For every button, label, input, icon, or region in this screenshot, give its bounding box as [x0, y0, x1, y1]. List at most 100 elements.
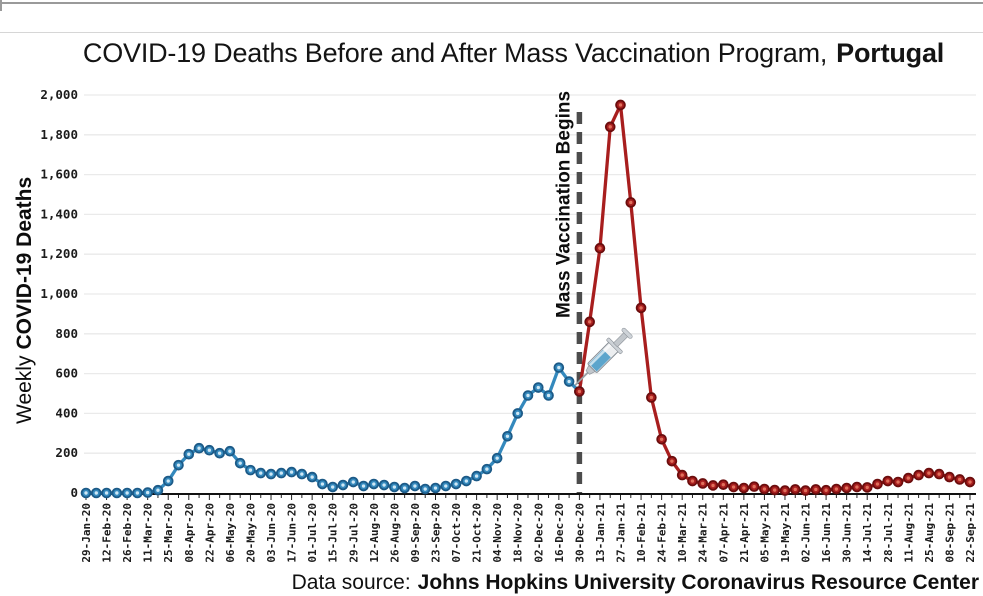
data-point-center	[742, 486, 746, 490]
data-point-center	[289, 470, 294, 474]
data-point-center	[310, 475, 314, 479]
top-left-border-fragment	[0, 0, 2, 11]
data-point-center	[238, 461, 242, 465]
data-point-center	[916, 473, 921, 477]
data-point-center	[865, 485, 869, 490]
x-axis	[84, 493, 976, 500]
data-point-center	[752, 484, 756, 489]
data-point-center	[207, 448, 212, 452]
x-tick-label: 07-Oct-20	[450, 503, 463, 563]
data-point-center	[598, 246, 602, 250]
data-point-center	[269, 472, 273, 476]
data-point-center	[577, 389, 582, 394]
chart-title-main: COVID-19 Deaths Before and After Mass Va…	[82, 38, 828, 68]
data-point-center	[259, 471, 263, 475]
data-point-center	[536, 385, 540, 390]
data-point-center	[423, 487, 427, 491]
data-point-center	[958, 477, 962, 482]
data-point-center	[875, 482, 880, 486]
y-tick-label: 400	[55, 405, 78, 420]
data-point-center	[279, 471, 284, 475]
mass-vaccination-annotation: Mass Vaccination Begins	[553, 91, 574, 318]
x-tick-label: 19-May-21	[779, 503, 792, 563]
data-point-center	[587, 320, 592, 324]
data-point-center	[803, 488, 808, 493]
y-tick-label: 1,200	[40, 246, 78, 261]
data-point-center	[320, 482, 325, 486]
data-point-center	[659, 437, 664, 441]
x-tick-label: 17-Jun-20	[286, 503, 299, 563]
x-axis-tick-labels: 29-Jan-20 12-Feb-20 26-Feb-20 11-Mar-20 25-M…	[80, 503, 977, 563]
data-point-center	[680, 473, 684, 477]
x-tick-label: 11-Aug-21	[902, 503, 915, 563]
y-axis-title: Weekly COVID-19 Deaths	[13, 177, 36, 424]
x-tick-label: 24-Feb-21	[656, 503, 669, 563]
data-point-center	[567, 379, 571, 384]
x-tick-label: 05-May-21	[758, 503, 771, 563]
gridlines	[84, 94, 976, 454]
header-divider-line	[0, 32, 983, 33]
series-line-after	[577, 103, 972, 493]
y-tick-label: 1,400	[40, 206, 78, 221]
data-point-center	[125, 491, 129, 495]
data-source-name: Johns Hopkins University Coronavirus Res…	[417, 571, 979, 594]
data-point-center	[670, 459, 674, 463]
y-axis-tick-labels: 0 200 400 600 800 1,000 1,200 1,400 1,600 1,800 2,…	[40, 87, 78, 500]
data-point-center	[361, 484, 366, 488]
x-tick-label: 16-Jun-21	[820, 503, 833, 563]
chart-title-country: Portugal	[836, 38, 945, 68]
data-point-center	[896, 480, 900, 484]
x-tick-label: 21-Oct-20	[471, 503, 484, 563]
data-point-center	[711, 483, 715, 488]
data-point-center	[844, 486, 849, 490]
data-point-center	[187, 452, 191, 456]
data-point-center	[84, 491, 88, 495]
chart-title: COVID-19 Deaths Before and After Mass Va…	[48, 38, 979, 69]
data-point-center	[156, 488, 160, 492]
syringe-icon	[574, 327, 633, 386]
x-tick-label: 01-Jul-20	[306, 503, 319, 563]
y-tick-label: 600	[55, 366, 78, 381]
data-point-center	[731, 485, 736, 489]
x-tick-label: 12-Feb-20	[101, 503, 114, 563]
data-point-center	[330, 485, 335, 489]
data-point-center	[906, 476, 911, 480]
x-tick-label: 24-Mar-21	[697, 503, 710, 563]
x-tick-label: 13-Jan-21	[594, 503, 607, 563]
data-point-center	[762, 487, 767, 491]
data-point-center	[629, 200, 633, 205]
x-tick-label: 12-Aug-20	[368, 503, 381, 563]
data-point-center	[413, 484, 417, 488]
x-tick-label: 28-Jul-21	[882, 503, 895, 563]
series-line-before	[84, 365, 582, 495]
data-point-center	[217, 451, 222, 455]
data-point-center	[505, 434, 510, 438]
data-point-center	[772, 488, 777, 492]
x-tick-label: 20-May-20	[244, 503, 257, 563]
data-point-center	[176, 463, 181, 467]
y-tick-label: 800	[55, 326, 78, 341]
data-point-center	[454, 482, 458, 486]
data-point-center	[618, 103, 623, 107]
y-tick-label: 1,800	[40, 127, 78, 142]
data-point-center	[382, 483, 386, 487]
data-point-center	[392, 485, 397, 489]
x-tick-label: 10-Feb-21	[635, 503, 648, 563]
data-point-center	[557, 365, 561, 370]
x-tick-label: 02-Dec-20	[532, 503, 545, 563]
data-point-center	[341, 483, 345, 487]
data-point-center	[855, 485, 859, 489]
y-tick-label: 200	[55, 445, 78, 460]
data-point-center	[474, 474, 479, 478]
data-point-center	[824, 488, 828, 492]
x-tick-label: 08-Apr-20	[183, 503, 196, 563]
data-point-center	[145, 490, 150, 495]
x-tick-label: 07-Apr-21	[717, 503, 730, 563]
data-point-center	[115, 491, 119, 495]
data-point-center	[608, 125, 612, 129]
data-point-center	[104, 491, 109, 495]
y-tick-label: 1,600	[40, 167, 78, 182]
x-tick-label: 30-Dec-20	[573, 503, 586, 563]
x-tick-label: 27-Jan-21	[615, 503, 628, 563]
data-point-center	[947, 475, 952, 479]
